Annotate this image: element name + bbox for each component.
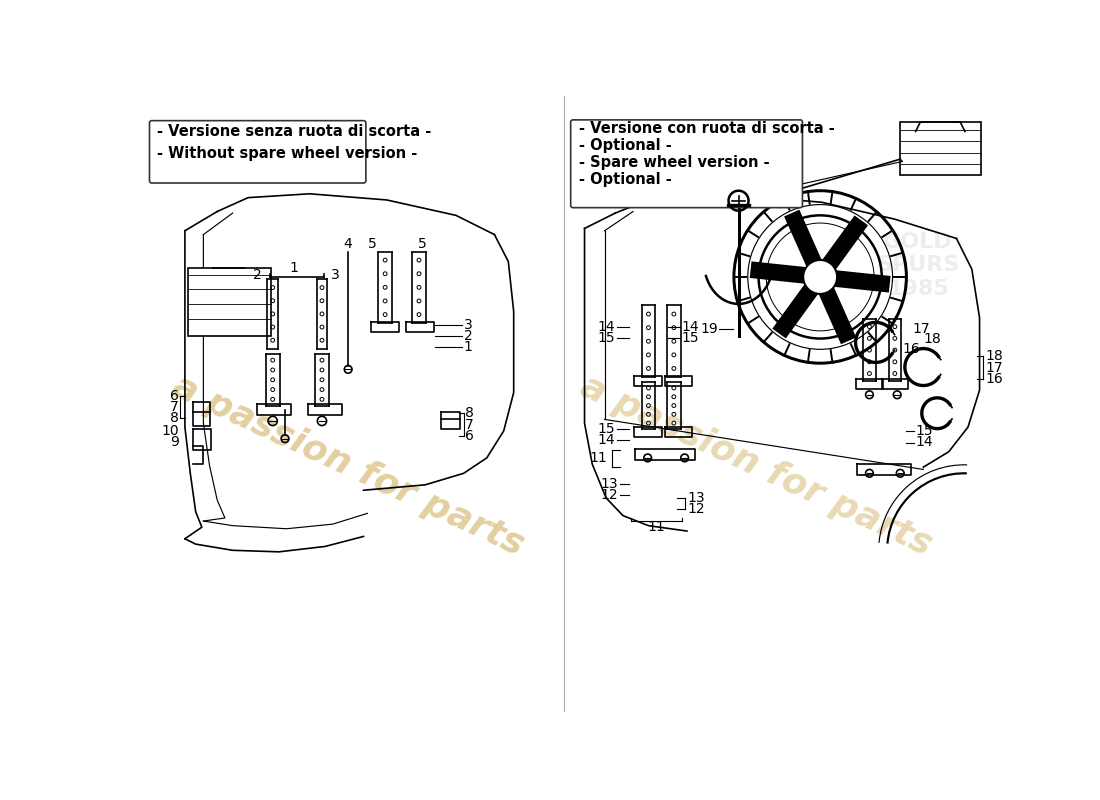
Text: 15: 15 [915,424,933,438]
Text: 3: 3 [331,269,340,282]
Text: 17: 17 [913,322,931,335]
Text: 10: 10 [161,424,178,438]
Text: 12: 12 [601,488,618,502]
Text: 14: 14 [597,320,615,334]
Text: 14: 14 [682,320,700,334]
Text: 2: 2 [464,330,472,343]
Text: 4: 4 [344,237,352,251]
Text: 5: 5 [368,237,377,251]
Text: 7: 7 [465,418,474,432]
Text: 15: 15 [682,330,700,345]
Text: 2: 2 [253,269,262,282]
Text: 15: 15 [597,330,615,345]
Text: - Spare wheel version -: - Spare wheel version - [580,155,770,170]
Text: 11: 11 [647,520,666,534]
Text: 14: 14 [915,435,933,450]
Circle shape [816,273,824,281]
Text: - Versione senza ruota di scorta -: - Versione senza ruota di scorta - [157,124,431,139]
Text: 16: 16 [984,372,1003,386]
Text: 19: 19 [700,322,717,335]
Text: 8: 8 [169,411,178,425]
Text: - Optional -: - Optional - [580,138,672,153]
Text: 12: 12 [686,502,705,517]
Text: 13: 13 [601,477,618,491]
Text: 6: 6 [465,430,474,443]
FancyBboxPatch shape [188,269,271,336]
FancyBboxPatch shape [571,120,803,208]
Text: 18: 18 [923,332,942,346]
Text: a passion for parts: a passion for parts [575,369,937,562]
Text: 18: 18 [984,350,1003,363]
Text: 3: 3 [464,318,472,333]
FancyBboxPatch shape [150,121,366,183]
Text: 14: 14 [597,433,615,447]
Text: 5: 5 [418,237,427,251]
Text: 9: 9 [169,435,178,450]
Text: 13: 13 [686,491,705,505]
Text: 11: 11 [590,451,607,465]
Text: 15: 15 [597,422,615,436]
Text: 1: 1 [464,340,473,354]
Text: 7: 7 [170,400,178,414]
Text: 17: 17 [984,361,1002,375]
Circle shape [803,260,837,294]
Text: 6: 6 [169,390,178,403]
Text: - Versione con ruota di scorta -: - Versione con ruota di scorta - [580,121,835,136]
Text: - Without spare wheel version -: - Without spare wheel version - [157,146,417,161]
Text: GOLD
SPURS
1985: GOLD SPURS 1985 [877,232,959,298]
Text: 16: 16 [902,342,921,355]
Text: 1: 1 [289,262,299,275]
FancyBboxPatch shape [900,122,981,174]
Text: 8: 8 [465,406,474,420]
Text: a passion for parts: a passion for parts [167,369,529,562]
Text: - Optional -: - Optional - [580,172,672,186]
